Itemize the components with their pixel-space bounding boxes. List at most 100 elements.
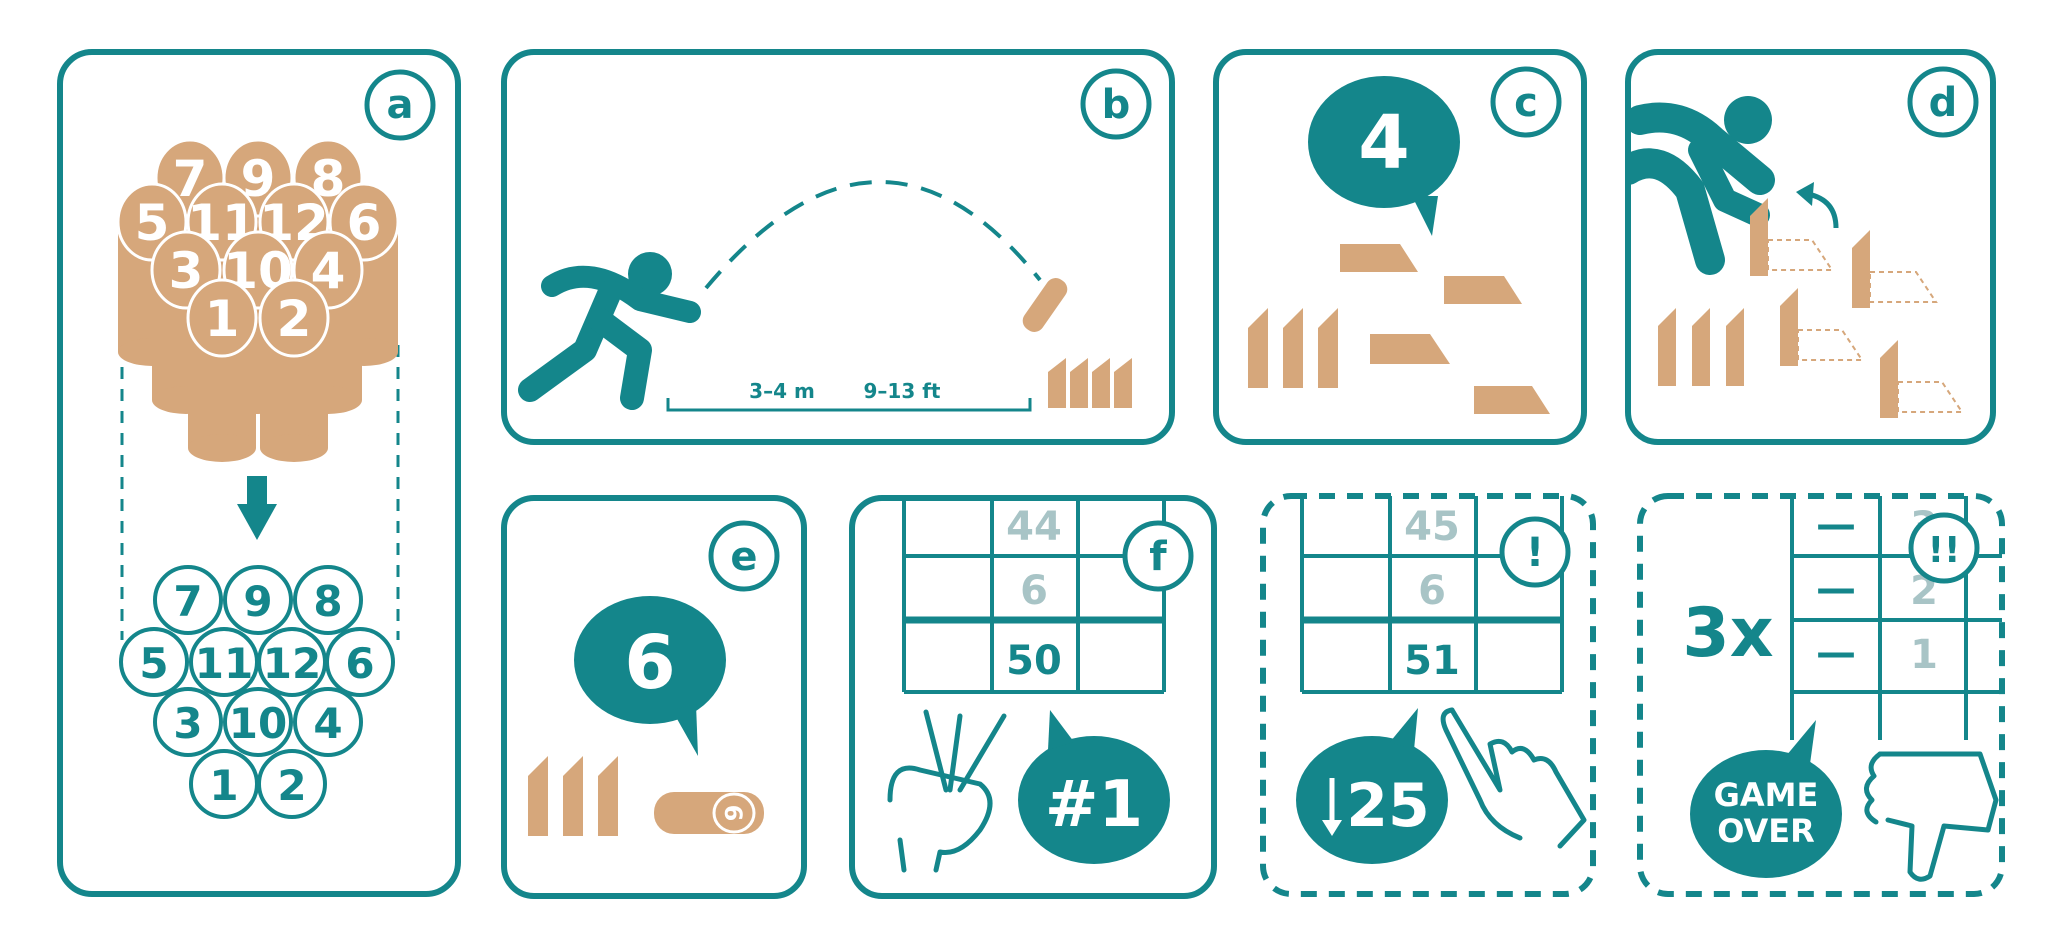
pin-position-number: 12 [263, 639, 321, 688]
score-total: 50 [1006, 638, 1062, 684]
score-row-3: 1 [1910, 632, 1938, 678]
miss-mark-1: — [1816, 502, 1856, 548]
score-previous: 44 [1006, 504, 1062, 550]
miss-mark-3: — [1816, 630, 1856, 676]
fallen-pin [654, 792, 764, 834]
panel-b-badge [1080, 68, 1152, 140]
pin-position [257, 749, 327, 819]
thrower-icon [518, 252, 701, 410]
standing-pins [1248, 308, 1338, 388]
pin-position-number: 1 [209, 761, 238, 810]
pin-position [223, 687, 293, 757]
panel-f-badge [1122, 520, 1194, 592]
pin-position-number: 4 [313, 699, 342, 748]
raise-arrow-head [1796, 182, 1814, 206]
panel-g: 45 6 51 ! 25 [1260, 493, 1596, 897]
panel-b-frame [501, 49, 1175, 445]
pin-layout-diagram: 7 9 85 11 12 63 10 41 2 [119, 565, 395, 819]
bubble-score: 4 [1358, 100, 1410, 186]
score-added: 6 [1020, 568, 1048, 614]
panel-a-frame [57, 49, 461, 897]
panel-d-badge [1907, 66, 1979, 138]
pin-position-number: 5 [139, 639, 168, 688]
pin-position [119, 627, 189, 697]
game-over-line-1: GAME [1714, 776, 1819, 814]
panel-f-frame [849, 495, 1217, 899]
down-arrow-icon [237, 476, 277, 540]
pin-position-number: 3 [173, 699, 202, 748]
panel-h-letter: !! [1928, 530, 1961, 571]
distance-meters: 3–4 m [749, 379, 815, 403]
speech-bubble [1308, 76, 1460, 236]
pin-outlines [1767, 239, 1964, 413]
distance-feet: 9–13 ft [864, 379, 941, 403]
panel-e-frame [501, 495, 807, 899]
pin-position-number: 2 [277, 761, 306, 810]
panel-b: b 3–4 m 9–13 ft [501, 49, 1175, 445]
panel-a-letter: a [387, 82, 414, 128]
pin-position-number: 7 [173, 577, 202, 626]
score-total: 51 [1404, 638, 1460, 684]
panel-f-letter: f [1149, 534, 1167, 580]
pin-position-number: 8 [313, 577, 342, 626]
pin-position [223, 565, 293, 635]
score-added: 6 [1418, 568, 1446, 614]
pin-position-number: 11 [195, 639, 253, 688]
bubble-rank: #1 [1045, 768, 1143, 842]
pointing-hand-icon [1440, 707, 1587, 849]
distance-bracket [666, 398, 1032, 412]
panel-a: a 7 9 85 11 12 63 10 41 2 7 9 85 11 12 63 10 41 2 [57, 49, 461, 897]
panel-e: e 6 6 [501, 495, 807, 899]
victory-hand-icon [887, 709, 1007, 873]
panel-h-badge [1908, 512, 1980, 584]
panel-e-badge [708, 520, 780, 592]
panel-d: d [1625, 49, 1996, 445]
person-raising-pins-icon [1628, 96, 1775, 275]
bubble-score: 6 [624, 620, 676, 706]
pin-cluster: 7 9 85 11 12 63 10 41 2 [116, 138, 400, 462]
panel-d-letter: d [1929, 80, 1958, 126]
miss-multiplier: 3x [1682, 594, 1773, 673]
pin-position [153, 687, 223, 757]
standing-pins [1048, 358, 1132, 408]
pin-position [153, 565, 223, 635]
fallen-pin-number: 6 [719, 805, 747, 822]
panel-g-letter: ! [1526, 530, 1544, 576]
panel-a-badge [364, 69, 436, 141]
panel-c: c 4 [1213, 49, 1587, 445]
panel-h: 3 2 1 — — — 3x !! GAME OVER [1637, 493, 2005, 897]
pin-number: 1 [205, 290, 240, 348]
panel-c-letter: c [1514, 80, 1538, 126]
game-over-line-2: OVER [1717, 812, 1815, 850]
throw-trajectory [704, 180, 1042, 290]
pin-number: 2 [277, 290, 312, 348]
panel-g-badge [1499, 516, 1571, 588]
pin-position-number: 10 [229, 699, 287, 748]
panel-c-frame [1213, 49, 1587, 445]
pin-position-number: 6 [345, 639, 374, 688]
panel-g-frame [1260, 493, 1596, 897]
speech-bubble [574, 596, 726, 756]
thrown-pin [1022, 278, 1068, 332]
down-arrow-icon [1322, 778, 1342, 836]
standing-pins [1658, 308, 1744, 386]
panel-c-badge [1490, 66, 1562, 138]
pin: 2 [258, 278, 330, 462]
panel-e-letter: e [730, 534, 757, 580]
speech-bubble [1018, 710, 1170, 864]
bubble-penalty: 25 [1346, 771, 1430, 841]
panel-f: 44 6 50 f #1 [849, 495, 1217, 899]
pin-position-number: 9 [243, 577, 272, 626]
panel-d-frame [1625, 49, 1996, 445]
standing-pins [528, 756, 618, 836]
thumbs-down-icon [1864, 751, 1999, 882]
fallen-pins [1340, 244, 1550, 414]
score-previous: 45 [1404, 504, 1460, 550]
miss-mark-2: — [1816, 566, 1856, 612]
pin-position [293, 565, 363, 635]
panel-b-letter: b [1102, 82, 1131, 128]
pin: 1 [186, 278, 258, 462]
pin-position [293, 687, 363, 757]
speech-bubble [1690, 720, 1842, 878]
